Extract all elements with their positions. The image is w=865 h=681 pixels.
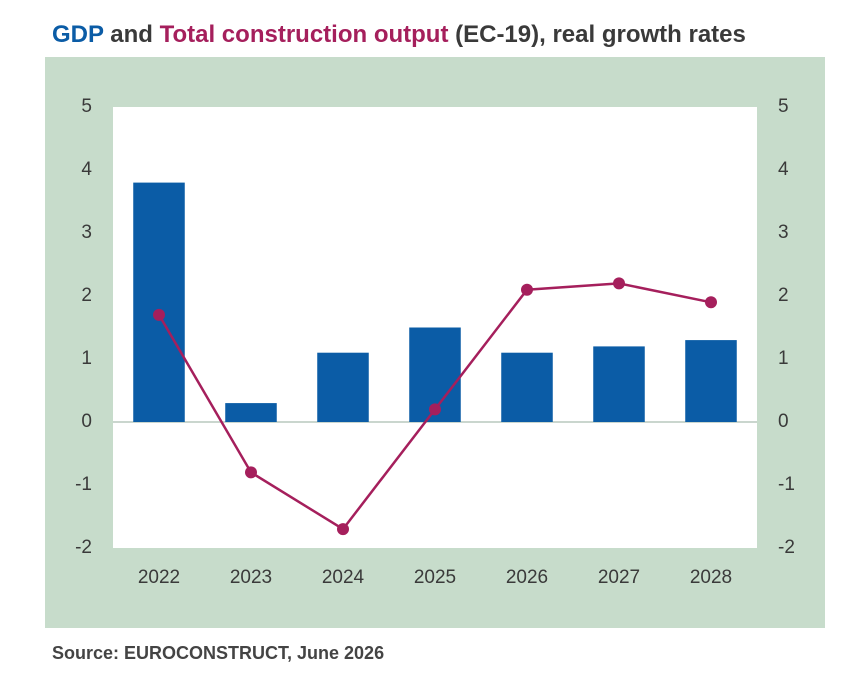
y-tick-label: 0 [81,411,92,432]
x-tick-label: 2022 [138,567,180,588]
y2-tick-label: 0 [778,411,789,432]
y-tick-label: 2 [81,285,92,306]
y2-tick-label: -1 [778,474,795,495]
title-suffix: (EC-19), real growth rates [455,21,746,48]
y2-tick-label: 1 [778,348,789,369]
bar [317,352,369,422]
bar [225,403,277,422]
bar [501,352,553,422]
title-gdp: GDP [52,21,104,48]
x-tick-label: 2025 [414,567,456,588]
line-marker [153,308,165,321]
y2-tick-label: 5 [778,96,789,117]
y-tick-label: 1 [81,348,92,369]
line-marker [429,403,441,416]
y-tick-label: 4 [81,159,92,180]
x-tick-label: 2023 [230,567,272,588]
bar [593,346,645,422]
x-tick-label: 2028 [690,567,732,588]
y-tick-label: 5 [81,96,92,117]
bar [685,340,737,422]
line-marker [245,466,257,479]
y2-tick-label: -2 [778,537,795,558]
source: Source: EUROCONSTRUCT, June 2026 [52,643,384,663]
y2-tick-label: 4 [778,159,789,180]
x-tick-label: 2027 [598,567,640,588]
y2-tick-label: 2 [778,285,789,306]
x-tick-label: 2024 [322,567,365,588]
y-tick-label: -1 [75,474,92,495]
y-tick-label: -2 [75,537,92,558]
y-tick-label: 3 [81,222,92,243]
line-marker [521,283,533,296]
line-marker [613,277,625,290]
title-construction: Total construction output [160,21,449,48]
line-marker [705,296,717,309]
line-marker [337,523,349,536]
y2-tick-label: 3 [778,222,789,243]
bar [133,182,185,422]
chart-title: GDP and Total construction output (EC-19… [52,21,746,48]
title-joiner: and [110,21,153,48]
x-tick-label: 2026 [506,567,548,588]
